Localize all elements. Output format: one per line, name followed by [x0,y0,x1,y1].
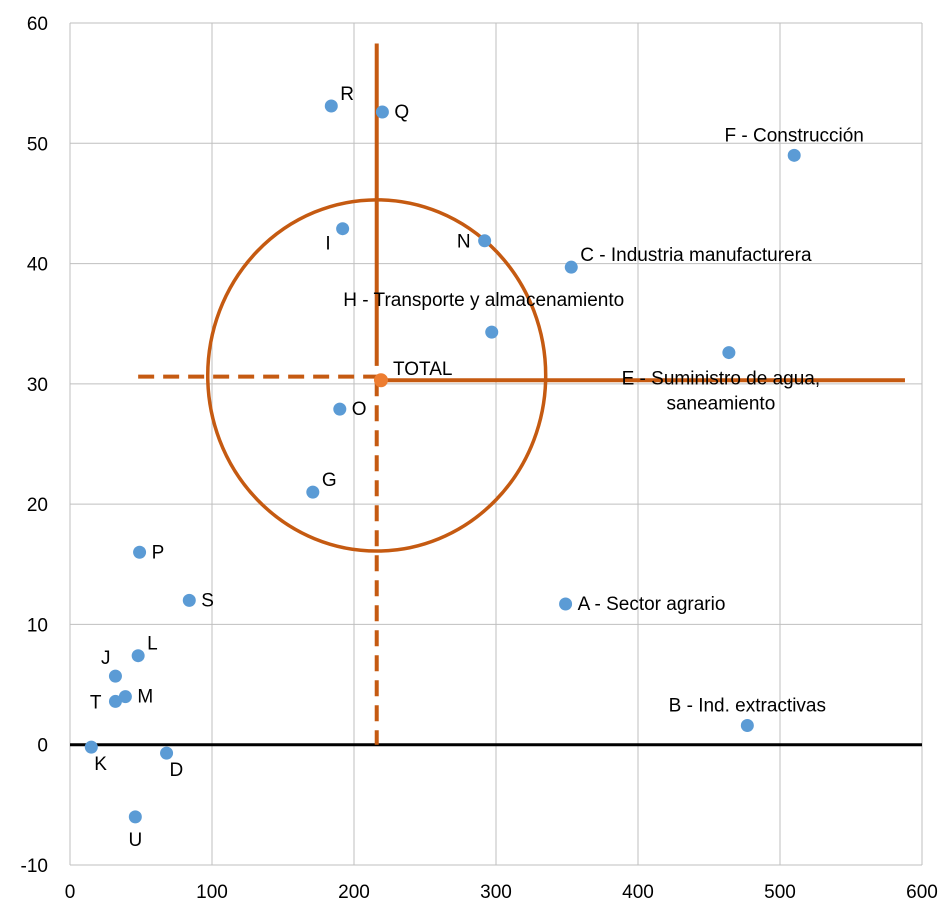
point-label: F - Construcción [725,125,864,146]
data-points [84,99,801,824]
data-point [108,669,122,683]
data-point [128,810,142,824]
y-tick-label: 20 [27,495,48,516]
point-label: G [322,470,337,491]
data-point [182,593,196,607]
y-tick-label: 10 [27,615,48,636]
data-point [333,402,347,416]
data-point [133,545,147,559]
data-point [160,746,174,760]
y-tick-label: 40 [27,255,48,276]
data-point [375,105,389,119]
y-tick-label: 0 [37,736,48,757]
point-label: B - Ind. extractivas [669,695,826,716]
point-label: E - Suministro de agua, [622,369,821,390]
axis-ticks: 0 100 200 300 400 500 600 -10 0 10 20 30 40 50 60 [21,14,938,903]
y-tick-label: 30 [27,375,48,396]
y-tick-label: 60 [27,14,48,35]
total-label: TOTAL [393,359,452,380]
data-point [131,649,145,663]
point-label: Q [394,102,409,123]
data-point [478,234,492,248]
point-label: D [170,760,184,781]
point-label: L [147,634,158,655]
data-point [564,260,578,274]
point-label: O [352,399,367,420]
point-label: N [457,232,471,253]
point-label: S [201,590,214,611]
x-tick-label: 400 [622,882,654,903]
point-label: H - Transporte y almacenamiento [343,290,624,311]
data-point [324,99,338,113]
x-tick-label: 100 [196,882,228,903]
point-label: K [94,754,107,775]
point-label: P [152,542,165,563]
data-point [485,325,499,339]
point-label: M [137,687,153,708]
point-label: A - Sector agrario [578,594,726,615]
x-tick-label: 500 [764,882,796,903]
y-tick-label: 50 [27,134,48,155]
x-tick-label: 200 [338,882,370,903]
data-point [722,346,736,360]
reference-circle [205,198,548,553]
data-point [84,740,98,754]
data-point [306,485,320,499]
point-label: saneamiento [666,394,775,415]
point-label: I [325,234,330,255]
point-label: R [340,84,354,105]
grid-lines [69,22,923,866]
data-point [336,222,350,236]
point-label: T [90,692,102,713]
data-point [559,597,573,611]
point-label: C - Industria manufacturera [580,245,812,266]
quadrant-overlay [138,43,905,745]
data-point [108,694,122,708]
x-tick-label: 0 [65,882,76,903]
point-label: J [101,648,111,669]
point-label: U [128,830,142,851]
data-point [740,718,754,732]
x-tick-label: 600 [906,882,938,903]
point-labels: R Q F - Construcción I N C - Industria manufa… [90,84,864,851]
data-point [118,690,132,704]
total-point [373,373,388,388]
y-tick-label: -10 [21,856,48,877]
data-point [787,148,801,162]
x-tick-label: 300 [480,882,512,903]
